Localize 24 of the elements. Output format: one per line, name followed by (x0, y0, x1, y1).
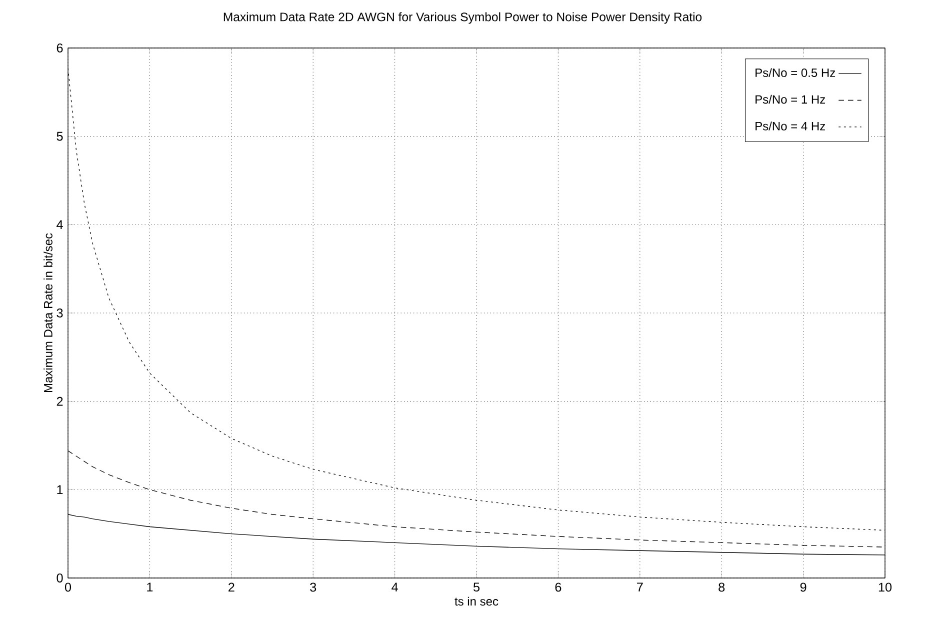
chart-title: Maximum Data Rate 2D AWGN for Various Symbol Power to Noise Power Density Ratio (224, 12, 702, 24)
x-tick-label: 7 (637, 582, 643, 592)
y-tick-label: 5 (56, 132, 63, 141)
x-tick-label: 4 (392, 582, 398, 592)
x-tick-label: 9 (800, 582, 806, 592)
x-tick-label: 5 (473, 582, 480, 592)
y-tick-label: 2 (56, 396, 63, 406)
x-tick-label: 3 (310, 582, 316, 592)
y-tick-label: 0 (56, 574, 63, 582)
y-tick-label: 6 (56, 44, 63, 52)
legend-label: Ps/No = 4 Hz (756, 122, 826, 130)
x-tick-label: 10 (878, 582, 892, 592)
x-tick-label: 2 (228, 582, 234, 592)
legend-label: Ps/No = 0.5 Hz (756, 68, 836, 78)
legend-label: Ps/No = 1 Hz (756, 94, 826, 104)
x-tick-label: 8 (718, 582, 725, 592)
y-tick-label: 4 (56, 220, 63, 230)
y-axis-title: Maximum Data Rate in bit/sec (44, 233, 52, 392)
x-tick-label: 6 (555, 582, 562, 592)
y-tick-label: 1 (57, 485, 63, 494)
x-tick-label: 0 (64, 582, 72, 592)
y-tick-label: 3 (56, 308, 63, 318)
x-axis-title: ts in sec (454, 596, 498, 606)
x-tick-label: 1 (147, 582, 153, 592)
